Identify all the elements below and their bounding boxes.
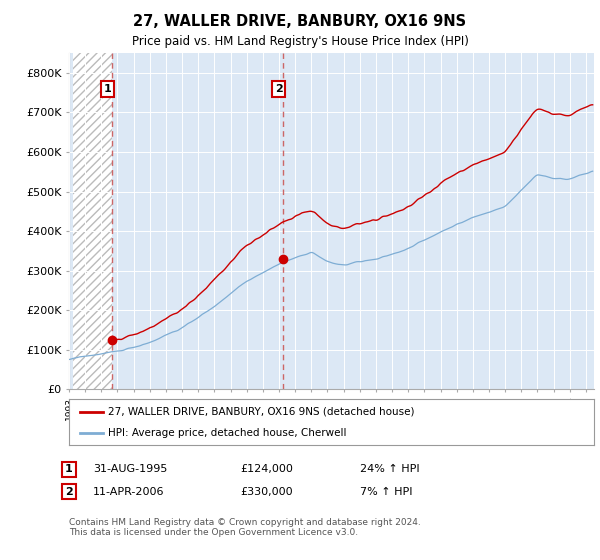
Text: £330,000: £330,000	[240, 487, 293, 497]
Text: £124,000: £124,000	[240, 464, 293, 474]
Text: 24% ↑ HPI: 24% ↑ HPI	[360, 464, 419, 474]
Text: 2: 2	[275, 84, 283, 94]
Text: 1: 1	[65, 464, 73, 474]
Text: 27, WALLER DRIVE, BANBURY, OX16 9NS (detached house): 27, WALLER DRIVE, BANBURY, OX16 9NS (det…	[109, 407, 415, 417]
Text: 1: 1	[103, 84, 111, 94]
Text: HPI: Average price, detached house, Cherwell: HPI: Average price, detached house, Cher…	[109, 428, 347, 438]
Text: Price paid vs. HM Land Registry's House Price Index (HPI): Price paid vs. HM Land Registry's House …	[131, 35, 469, 48]
Text: 2: 2	[65, 487, 73, 497]
Text: 31-AUG-1995: 31-AUG-1995	[93, 464, 167, 474]
Text: 27, WALLER DRIVE, BANBURY, OX16 9NS: 27, WALLER DRIVE, BANBURY, OX16 9NS	[133, 14, 467, 29]
Text: 11-APR-2006: 11-APR-2006	[93, 487, 164, 497]
Text: Contains HM Land Registry data © Crown copyright and database right 2024.
This d: Contains HM Land Registry data © Crown c…	[69, 518, 421, 538]
Bar	[73, 53, 112, 389]
Bar	[73, 53, 112, 389]
Text: 7% ↑ HPI: 7% ↑ HPI	[360, 487, 413, 497]
